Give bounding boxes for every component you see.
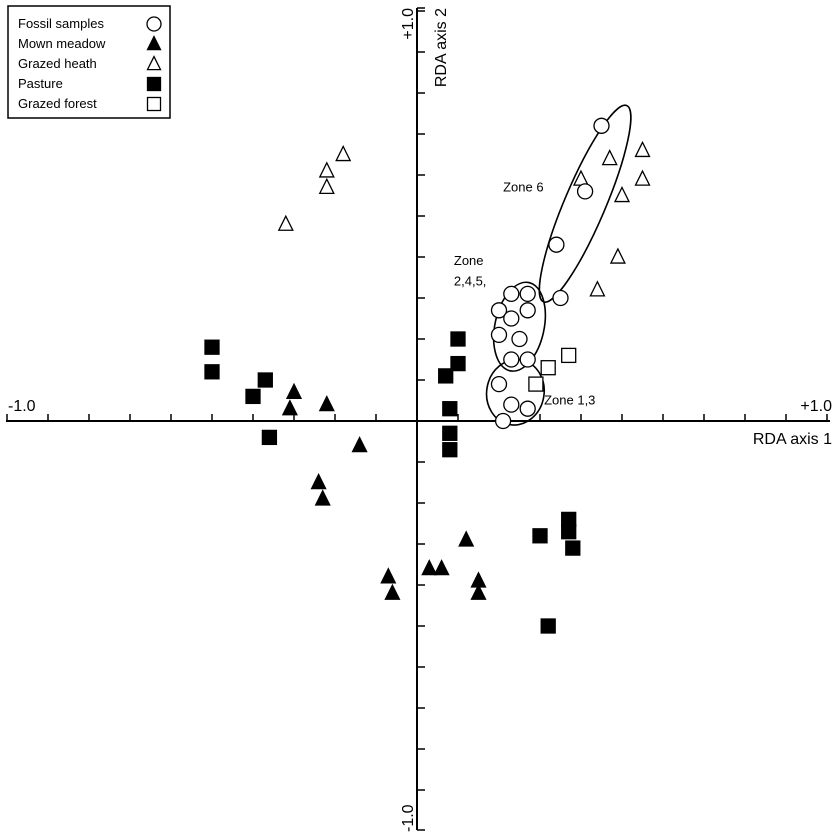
mown-meadow-point [285, 382, 303, 399]
grazed-heath-point [609, 247, 626, 264]
pasture-point [561, 524, 577, 540]
grazed-heath-point [277, 214, 294, 231]
legend-label: Fossil samples [18, 16, 104, 31]
fossil-samples-point [494, 412, 512, 430]
pasture-point [442, 442, 458, 458]
fossil-samples-point [503, 310, 520, 327]
x-axis-max-label: +1.0 [800, 398, 832, 415]
y-axis-max-label: +1.0 [400, 8, 417, 40]
legend-label: Grazed heath [18, 56, 97, 71]
grazed-heath-point [589, 280, 606, 297]
mown-meadow-point [421, 559, 438, 576]
fossil-samples-point [503, 351, 520, 368]
legend-marker [146, 76, 162, 92]
mown-meadow-point [380, 567, 397, 584]
pasture-point [450, 331, 466, 347]
grazed-forest-point [528, 376, 544, 392]
pasture-point [532, 528, 548, 544]
grazed-heath-point [601, 149, 618, 166]
zone-annotation: Zone 6 [503, 179, 543, 194]
fossil-samples-point [593, 117, 610, 134]
mown-meadow-point [470, 583, 487, 600]
mown-meadow-point [384, 583, 401, 600]
legend-label: Mown meadow [18, 36, 106, 51]
pasture-point [442, 425, 458, 441]
zone-annotations: Zone 6 Zone 2,4,5, Zone 1,3 [454, 179, 596, 407]
fossil-samples-point [511, 330, 528, 348]
mown-meadow-point [433, 559, 450, 576]
y-axis-title: RDA axis 2 [433, 8, 450, 87]
fossil-samples-point [503, 396, 520, 413]
pasture-point [565, 540, 581, 556]
fossil-samples-point [503, 285, 520, 303]
axes [6, 7, 830, 831]
grazed-heath-point [634, 169, 651, 186]
grazed-heath-point [318, 177, 335, 194]
grazed-heath-point [634, 140, 651, 158]
fossil-samples-point [576, 183, 594, 200]
zone-outline [492, 281, 547, 372]
legend: Fossil samples Mown meadow Grazed heath Pas… [7, 5, 171, 119]
pasture-point [438, 368, 454, 384]
pasture-point [204, 339, 220, 355]
x-axis-min-label: -1.0 [8, 398, 36, 415]
y-axis-ticks [417, 7, 425, 831]
grazed-heath-point [318, 161, 335, 178]
fossil-samples-point [519, 351, 536, 368]
pasture-point [261, 429, 278, 446]
legend-marker [146, 96, 162, 112]
fossil-samples-point [548, 236, 565, 253]
mown-meadow-point [351, 436, 368, 453]
zone-outline [538, 104, 632, 303]
pasture-point [257, 372, 273, 388]
grazed-forest-point [561, 347, 577, 364]
zone-annotation: Zone [454, 253, 484, 268]
pasture-point [442, 401, 458, 417]
grazed-forest-point [540, 360, 556, 376]
data-points [204, 117, 651, 634]
pasture-point [204, 364, 220, 380]
fossil-samples-point [490, 326, 508, 344]
pasture-point [450, 355, 466, 372]
fossil-samples-point [490, 375, 508, 393]
mown-meadow-point [310, 472, 327, 490]
legend-marker [146, 55, 162, 71]
pasture-point [245, 388, 261, 405]
zone-annotation: 2,4,5, [454, 274, 487, 289]
grazed-heath-point [613, 185, 631, 203]
legend-label: Grazed forest [18, 96, 97, 111]
pasture-point [540, 618, 556, 634]
fossil-samples-point [552, 289, 569, 307]
x-axis-title: RDA axis 1 [753, 431, 832, 448]
grazed-heath-point [335, 144, 352, 162]
legend-marker [146, 16, 162, 32]
mown-meadow-point [318, 395, 335, 412]
legend-label: Pasture [18, 76, 63, 91]
mown-meadow-point [314, 489, 331, 506]
zone-annotation: Zone 1,3 [544, 393, 595, 408]
fossil-samples-point [519, 285, 536, 303]
legend-marker [146, 35, 162, 51]
fossil-samples-point [519, 302, 536, 319]
mown-meadow-point [281, 399, 298, 416]
mown-meadow-point [458, 530, 475, 547]
fossil-samples-point [490, 302, 508, 319]
legend-box [7, 5, 171, 119]
fossil-samples-point [519, 400, 536, 417]
y-axis-min-label: -1.0 [400, 804, 417, 832]
